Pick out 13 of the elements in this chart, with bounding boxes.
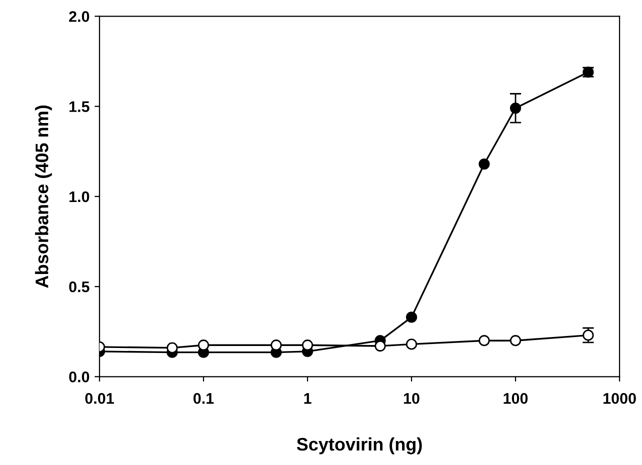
x-tick-label: 10 <box>404 393 420 404</box>
y-tick-label: 0.0 <box>69 372 90 382</box>
x-axis-title: Scytovirin (ng) <box>296 437 422 454</box>
y-tick-label: 0.5 <box>69 281 90 292</box>
x-tick-label: 0.01 <box>85 393 114 404</box>
y-tick-label: 2.0 <box>69 11 90 22</box>
x-tick-label: 1000 <box>604 393 636 404</box>
y-tick-label: 1.0 <box>70 191 90 202</box>
x-tick-label: 0.1 <box>194 393 214 404</box>
x-tick-label: 1 <box>304 393 312 404</box>
y-axis-title: Absorbance (405 nm) <box>35 106 52 288</box>
x-tick-label: 100 <box>504 393 528 404</box>
y-tick-label: 1.5 <box>70 101 90 112</box>
